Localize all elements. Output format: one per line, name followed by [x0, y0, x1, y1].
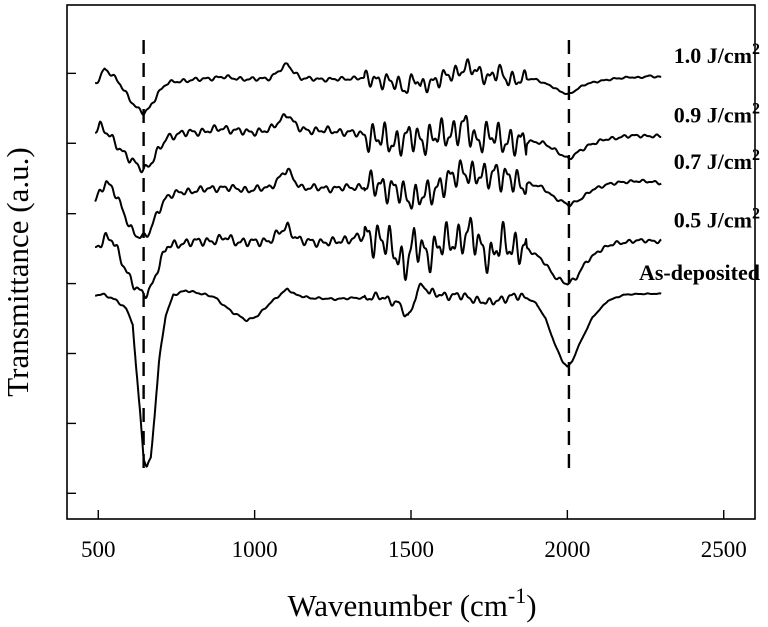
series-label-2: 0.7 J/cm2 [674, 147, 760, 174]
series-0-line [94, 58, 662, 116]
spectra-group [94, 58, 662, 468]
series-label-0-superscript: 2 [752, 41, 760, 58]
y-axis-ticks [67, 72, 76, 494]
x-axis-title-superscript: -1 [508, 583, 526, 608]
x-tick-label-500: 500 [81, 537, 116, 562]
x-axis-title: Wavenumber (cm-1) [287, 583, 536, 623]
x-tick-label-1500: 1500 [388, 537, 434, 562]
x-axis-title-text: Wavenumber (cm [287, 588, 507, 623]
x-axis-ticks: 500 1000 1500 2000 2500 [81, 510, 747, 562]
series-label-3-text: 0.5 J/cm [674, 207, 752, 232]
y-axis-title: Transmittance (a.u.) [0, 147, 35, 396]
x-tick-label-2500: 2500 [701, 537, 747, 562]
x-axis-title-suffix: ) [526, 588, 536, 623]
series-label-4-text: As-deposited [639, 260, 760, 285]
series-label-0-text: 1.0 J/cm [674, 43, 752, 68]
x-tick-label-1000: 1000 [232, 537, 278, 562]
series-label-3: 0.5 J/cm2 [674, 205, 760, 232]
series-label-2-text: 0.7 J/cm [674, 149, 752, 174]
series-label-3-superscript: 2 [752, 205, 760, 222]
series-2-line [94, 159, 662, 239]
series-label-1-superscript: 2 [752, 101, 760, 118]
series-label-4: As-deposited [639, 260, 760, 285]
series-label-1-text: 0.9 J/cm [674, 103, 752, 128]
series-label-0: 1.0 J/cm2 [674, 41, 760, 68]
series-label-2-superscript: 2 [752, 147, 760, 164]
series-1-line [94, 113, 662, 174]
series-4-line [94, 282, 662, 468]
series-label-1: 0.9 J/cm2 [674, 101, 760, 128]
x-tick-label-2000: 2000 [544, 537, 590, 562]
series-3-line [94, 216, 662, 300]
reference-lines [142, 40, 571, 476]
